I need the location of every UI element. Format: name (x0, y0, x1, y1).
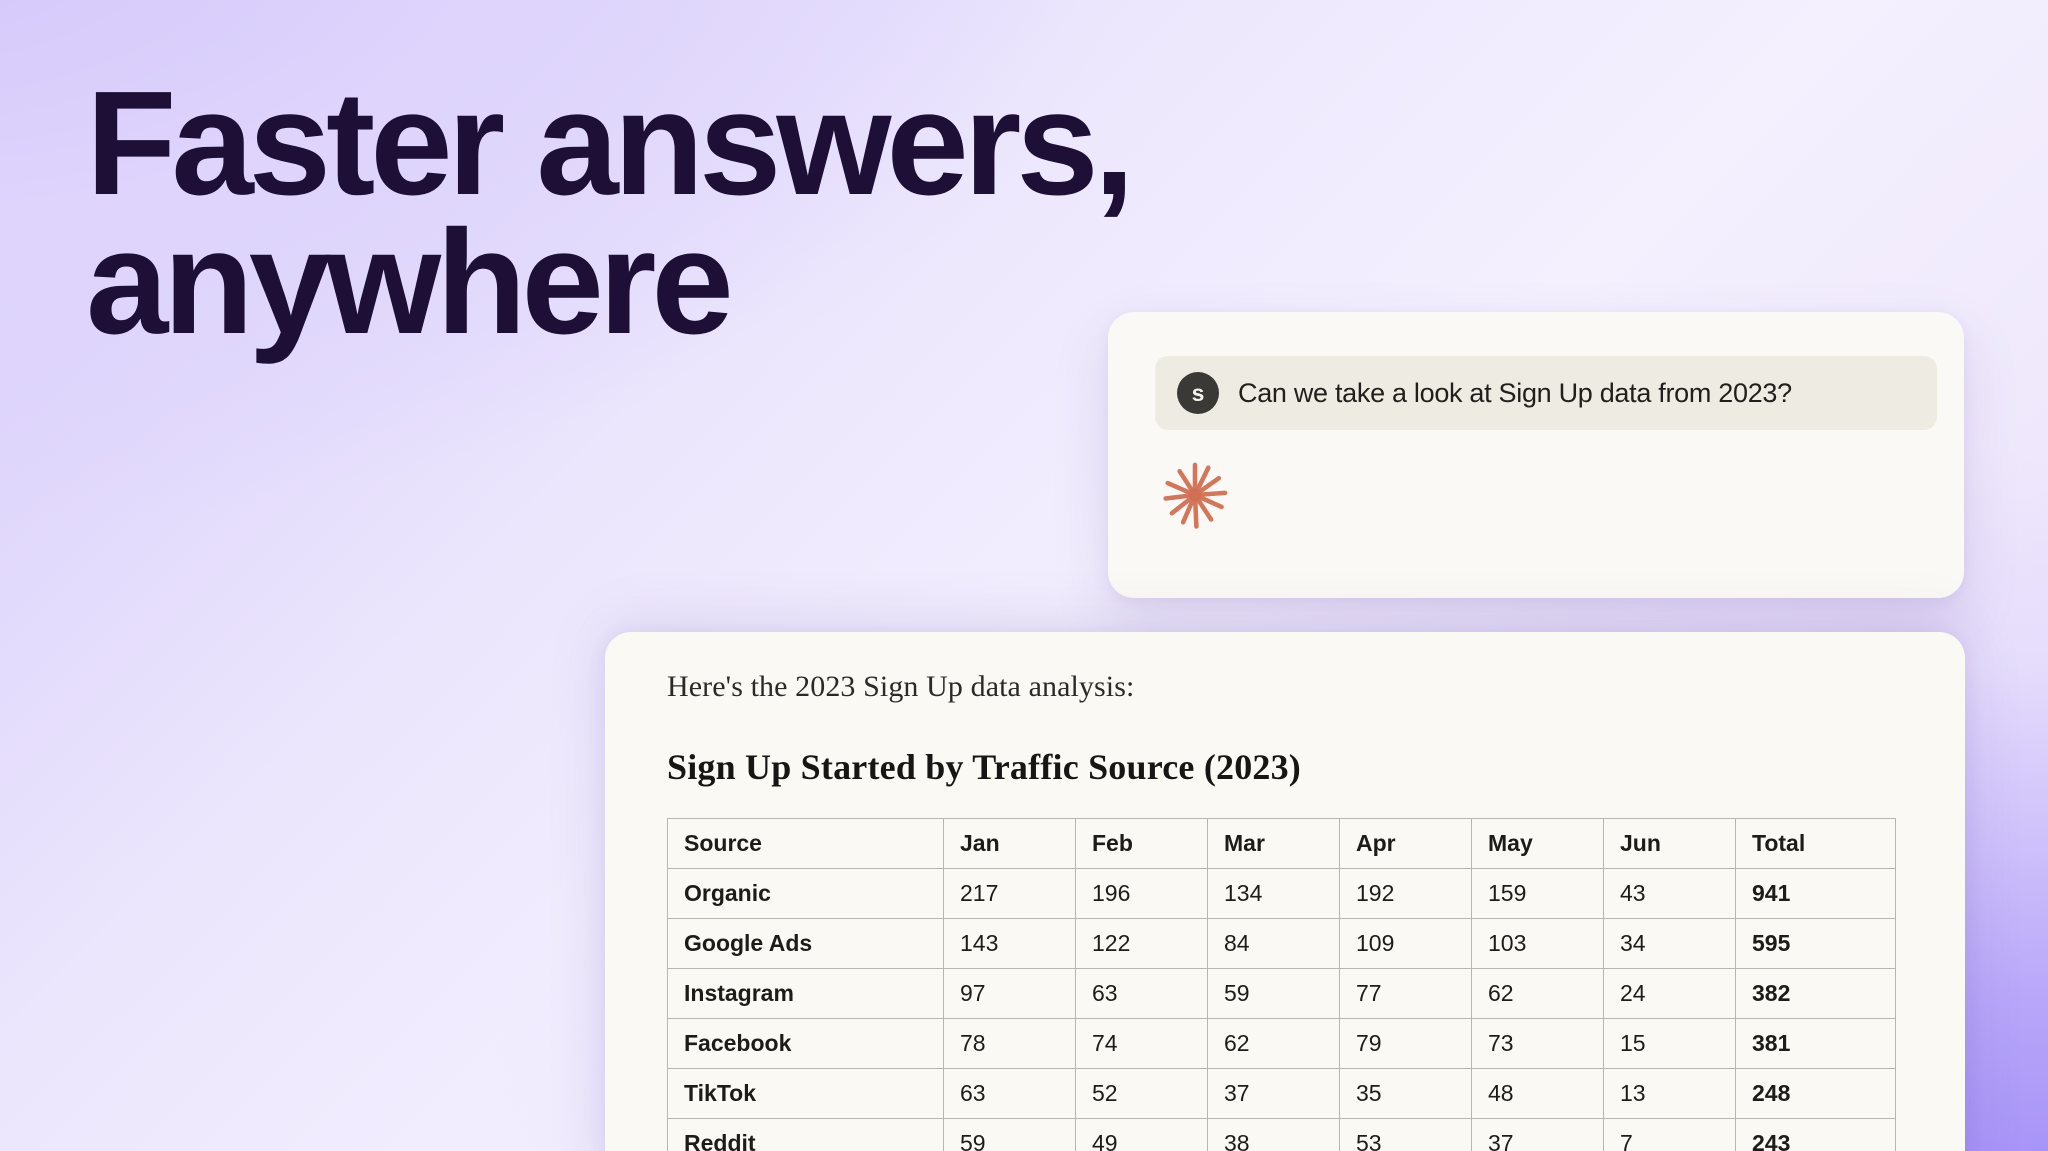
cell-jan: 78 (943, 1018, 1076, 1069)
cell-may: 103 (1471, 918, 1604, 969)
cell-apr: 192 (1339, 868, 1472, 919)
table-row: Reddit 59 49 38 53 37 7 243 (667, 1118, 1896, 1151)
cell-mar: 62 (1207, 1018, 1340, 1069)
cell-jun: 7 (1603, 1118, 1736, 1151)
cell-apr: 53 (1339, 1118, 1472, 1151)
cell-feb: 196 (1075, 868, 1208, 919)
column-header-source: Source (667, 818, 944, 869)
chat-card: s Can we take a look at Sign Up data fro… (1108, 312, 1964, 598)
cell-total: 248 (1735, 1068, 1896, 1119)
cell-mar: 84 (1207, 918, 1340, 969)
cell-source: Instagram (667, 968, 944, 1019)
claude-starburst-icon (1160, 460, 1230, 530)
cell-apr: 77 (1339, 968, 1472, 1019)
cell-jan: 97 (943, 968, 1076, 1019)
cell-total: 243 (1735, 1118, 1896, 1151)
cell-mar: 59 (1207, 968, 1340, 1019)
table-header-row: Source Jan Feb Mar Apr May Jun Total (667, 818, 1896, 869)
cell-total: 382 (1735, 968, 1896, 1019)
table-body: Organic 217 196 134 192 159 43 941 Google Ads 143… (667, 868, 1896, 1151)
cell-jun: 15 (1603, 1018, 1736, 1069)
cell-jun: 13 (1603, 1068, 1736, 1119)
page-title: Faster answers, anywhere (86, 61, 1135, 366)
analysis-intro-text: Here's the 2023 Sign Up data analysis: (667, 670, 1135, 703)
cell-total: 381 (1735, 1018, 1896, 1069)
column-header-jun: Jun (1603, 818, 1736, 869)
cell-jan: 217 (943, 868, 1076, 919)
table-row: Facebook 78 74 62 79 73 15 381 (667, 1018, 1896, 1069)
column-header-total: Total (1735, 818, 1896, 869)
traffic-source-table: Source Jan Feb Mar Apr May Jun Total Organic 217… (667, 818, 1896, 1151)
column-header-jan: Jan (943, 818, 1076, 869)
cell-total: 941 (1735, 868, 1896, 919)
cell-jun: 24 (1603, 968, 1736, 1019)
table-row: TikTok 63 52 37 35 48 13 248 (667, 1068, 1896, 1119)
column-header-mar: Mar (1207, 818, 1340, 869)
cell-apr: 109 (1339, 918, 1472, 969)
table-row: Organic 217 196 134 192 159 43 941 (667, 868, 1896, 919)
column-header-apr: Apr (1339, 818, 1472, 869)
cell-may: 37 (1471, 1118, 1604, 1151)
column-header-feb: Feb (1075, 818, 1208, 869)
cell-feb: 49 (1075, 1118, 1208, 1151)
cell-source: TikTok (667, 1068, 944, 1119)
cell-feb: 63 (1075, 968, 1208, 1019)
table-row: Instagram 97 63 59 77 62 24 382 (667, 968, 1896, 1019)
cell-jan: 63 (943, 1068, 1076, 1119)
cell-source: Reddit (667, 1118, 944, 1151)
cell-mar: 37 (1207, 1068, 1340, 1119)
cell-may: 48 (1471, 1068, 1604, 1119)
cell-source: Facebook (667, 1018, 944, 1069)
cell-jun: 34 (1603, 918, 1736, 969)
cell-mar: 134 (1207, 868, 1340, 919)
cell-may: 62 (1471, 968, 1604, 1019)
column-header-may: May (1471, 818, 1604, 869)
user-message-bubble: s Can we take a look at Sign Up data fro… (1155, 356, 1937, 430)
cell-feb: 122 (1075, 918, 1208, 969)
cell-jun: 43 (1603, 868, 1736, 919)
table-row: Google Ads 143 122 84 109 103 34 595 (667, 918, 1896, 969)
cell-may: 159 (1471, 868, 1604, 919)
cell-apr: 35 (1339, 1068, 1472, 1119)
cell-source: Google Ads (667, 918, 944, 969)
document-card: Here's the 2023 Sign Up data analysis: S… (605, 632, 1965, 1151)
cell-jan: 59 (943, 1118, 1076, 1151)
table-title: Sign Up Started by Traffic Source (2023) (667, 747, 1301, 787)
cell-mar: 38 (1207, 1118, 1340, 1151)
cell-feb: 74 (1075, 1018, 1208, 1069)
cell-source: Organic (667, 868, 944, 919)
cell-feb: 52 (1075, 1068, 1208, 1119)
avatar: s (1177, 372, 1219, 414)
user-message-text: Can we take a look at Sign Up data from … (1238, 377, 1792, 408)
cell-jan: 143 (943, 918, 1076, 969)
cell-apr: 79 (1339, 1018, 1472, 1069)
cell-total: 595 (1735, 918, 1896, 969)
cell-may: 73 (1471, 1018, 1604, 1069)
